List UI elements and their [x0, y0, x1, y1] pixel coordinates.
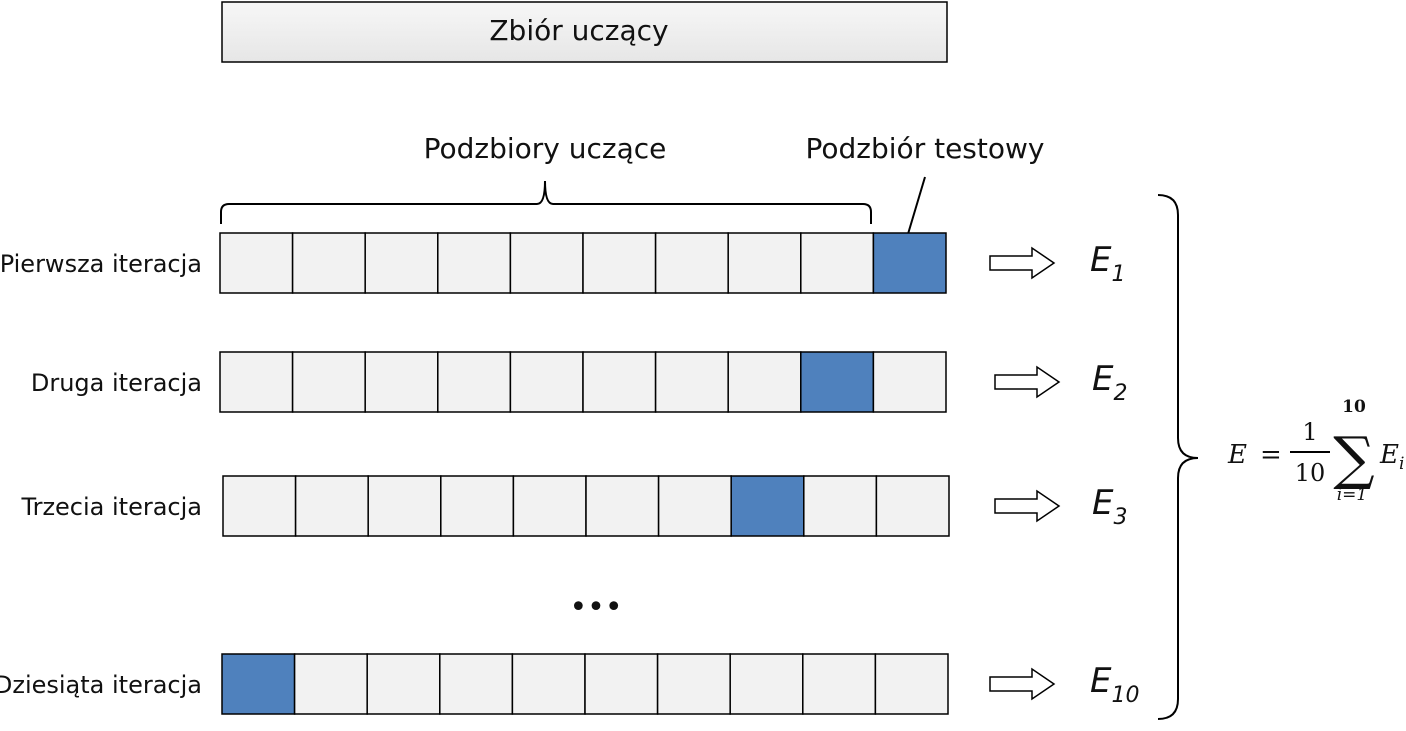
train-fold-cell [512, 475, 587, 537]
train-fold-cell [727, 351, 802, 413]
error-base: E [1092, 483, 1114, 523]
training-subsets-label: Podzbiory uczące [424, 132, 667, 165]
aggregate-brace [1157, 194, 1199, 720]
right-arrow-icon [994, 489, 1061, 523]
test-fold-cell [730, 475, 805, 537]
train-fold-cell [364, 232, 439, 294]
iteration-row: Pierwsza iteracja E1 [0, 232, 1125, 294]
train-fold-cell [872, 351, 947, 413]
sum-symbol: ∑ [1333, 424, 1374, 492]
train-fold-cell [219, 232, 294, 294]
ellipsis: ••• [569, 590, 622, 625]
test-subset-pointer [907, 176, 926, 235]
test-fold-cell [800, 351, 875, 413]
iteration-error: E2 [1092, 359, 1127, 406]
iteration-label: Pierwsza iteracja [0, 250, 202, 278]
train-fold-cell [291, 351, 366, 413]
train-fold-cell [582, 232, 657, 294]
term-base: E [1379, 440, 1399, 470]
train-fold-cell [584, 653, 659, 715]
train-fold-cell [439, 653, 514, 715]
test-subset-label: Podzbiór testowy [806, 132, 1045, 165]
error-subscript: 3 [1113, 505, 1127, 530]
train-fold-cell [656, 653, 731, 715]
iteration-row: Dziesiąta iteracja E10 [0, 653, 1139, 715]
train-fold-cell [293, 653, 368, 715]
train-fold-cell [509, 232, 584, 294]
training-subsets-bracket [220, 180, 872, 224]
error-base: E [1092, 359, 1114, 399]
error-subscript: 10 [1111, 683, 1139, 708]
sum-upper-limit: 10 [1342, 397, 1366, 417]
train-fold-cell [654, 232, 729, 294]
error-base: E [1090, 661, 1112, 701]
error-base: E [1090, 240, 1112, 280]
train-fold-cell [364, 351, 439, 413]
iteration-error: E1 [1090, 240, 1125, 287]
mean-error-formula: E = 1 10 10 ∑ i=1 Ei [1227, 397, 1404, 505]
iteration-row: Trzecia iteracja E3 [20, 475, 1127, 537]
train-fold-cell [511, 653, 586, 715]
train-fold-cell [727, 232, 802, 294]
formula-term: Ei [1379, 440, 1404, 474]
train-fold-cell [437, 232, 512, 294]
term-subscript: i [1399, 454, 1404, 474]
iteration-label: Dziesiąta iteracja [0, 671, 202, 699]
train-fold-cell [800, 232, 875, 294]
train-fold-cell [440, 475, 515, 537]
train-fold-cell [222, 475, 297, 537]
error-subscript: 2 [1113, 381, 1127, 406]
train-fold-cell [729, 653, 804, 715]
test-fold-cell [221, 653, 296, 715]
train-fold-cell [803, 475, 878, 537]
iteration-label: Druga iteracja [31, 369, 202, 397]
train-fold-cell [294, 475, 369, 537]
train-fold-cell [366, 653, 441, 715]
iteration-row: Druga iteracja E2 [31, 351, 1127, 413]
train-fold-cell [509, 351, 584, 413]
test-fold-cell [872, 232, 947, 294]
error-subscript: 1 [1111, 262, 1125, 287]
training-set-box [221, 1, 948, 63]
formula-lhs: E [1227, 440, 1247, 470]
right-arrow-icon [989, 667, 1056, 701]
train-fold-cell [582, 351, 657, 413]
train-fold-cell [802, 653, 877, 715]
formula-equals: = [1260, 440, 1282, 470]
train-fold-cell [219, 351, 294, 413]
train-fold-cell [585, 475, 660, 537]
iteration-error: E3 [1092, 483, 1127, 530]
train-fold-cell [654, 351, 729, 413]
right-arrow-icon [989, 246, 1056, 280]
iteration-error: E10 [1090, 661, 1139, 708]
formula-denominator: 10 [1295, 459, 1326, 487]
formula-numerator: 1 [1302, 418, 1317, 446]
sum-lower-limit: i=1 [1337, 485, 1368, 505]
train-fold-cell [657, 475, 732, 537]
train-fold-cell [367, 475, 442, 537]
right-arrow-icon [994, 365, 1061, 399]
train-fold-cell [874, 653, 949, 715]
train-fold-cell [875, 475, 950, 537]
train-fold-cell [437, 351, 512, 413]
iteration-label: Trzecia iteracja [20, 493, 202, 521]
train-fold-cell [291, 232, 366, 294]
training-set-title: Zbiór uczący [489, 14, 668, 47]
